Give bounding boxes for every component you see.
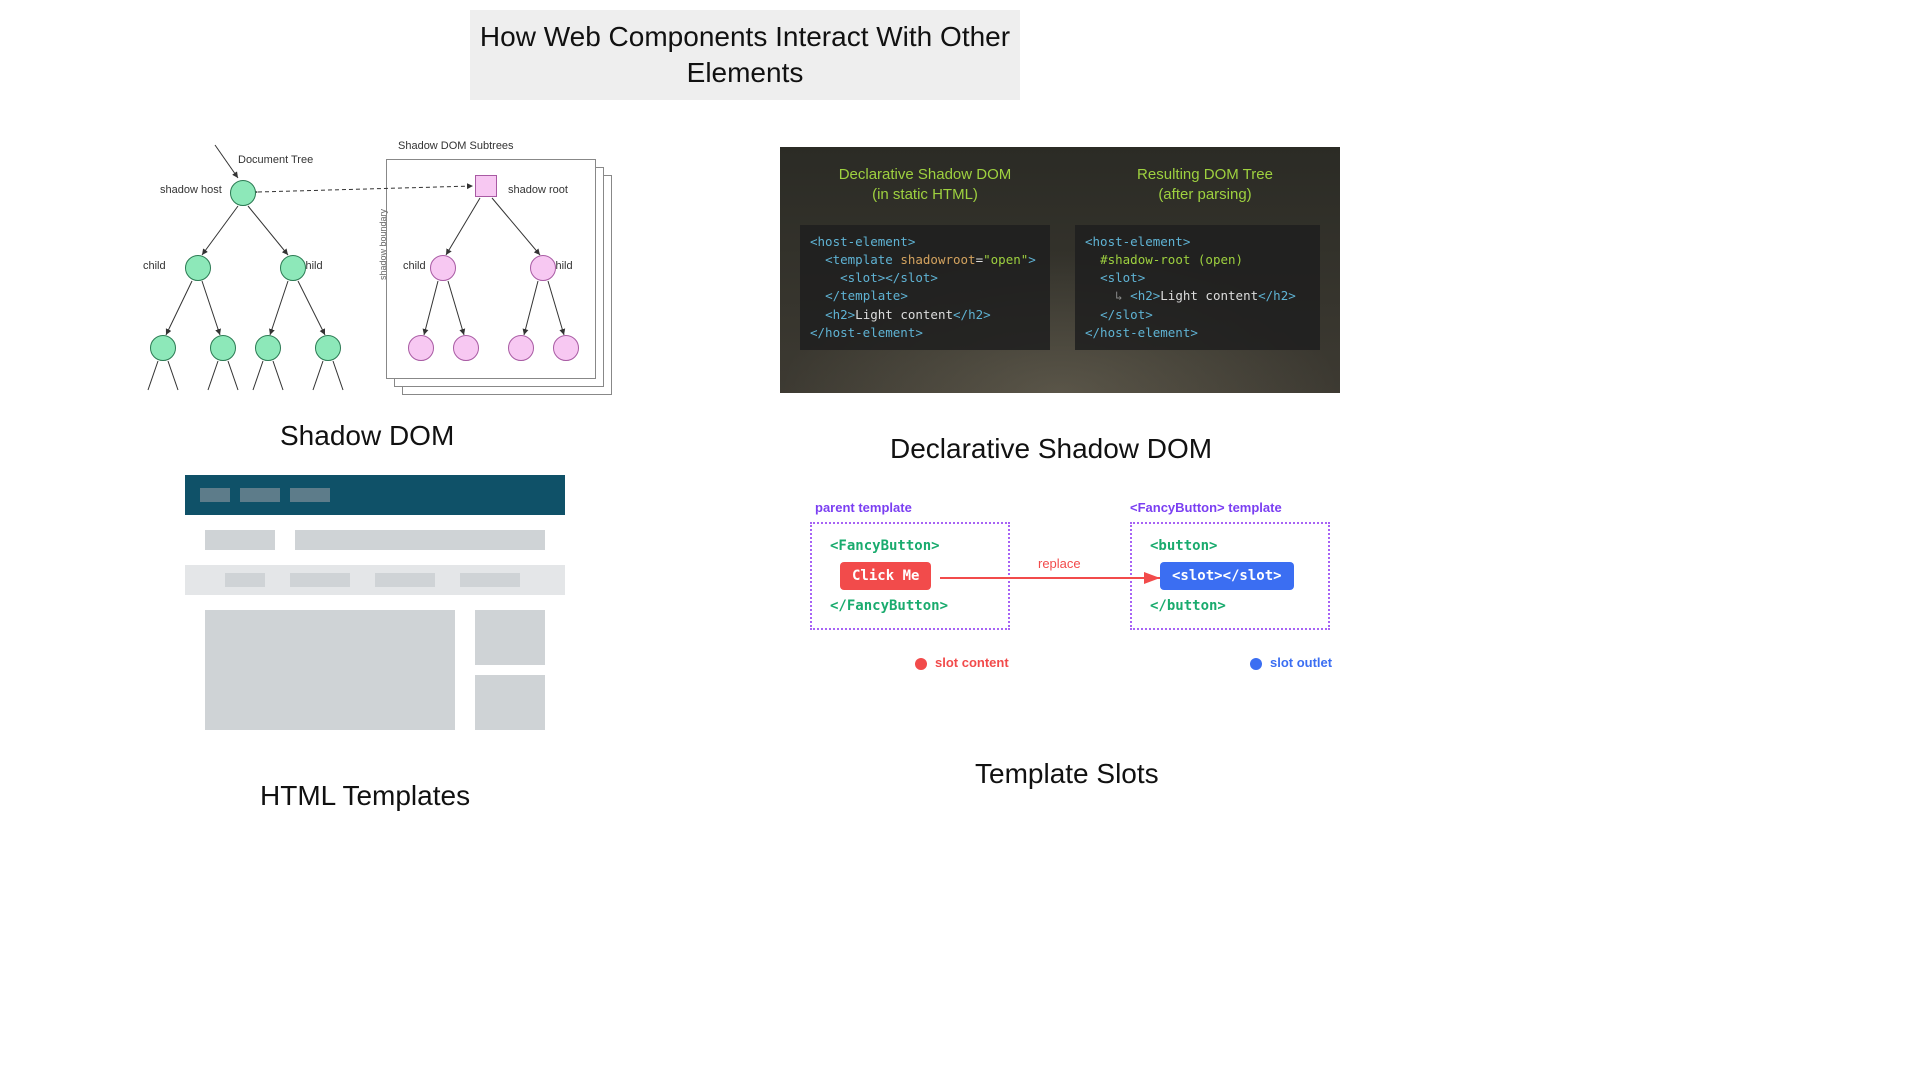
wireframe-block	[475, 610, 545, 665]
legend-slot-outlet: slot outlet	[1250, 655, 1332, 670]
doc-leaf-node	[150, 335, 176, 361]
legend-slot-content: slot content	[915, 655, 1009, 670]
heading-right-l2: (after parsing)	[1158, 186, 1251, 203]
caption-templates: HTML Templates	[260, 780, 470, 812]
legend-outlet-text: slot outlet	[1270, 655, 1332, 670]
caption-shadow-dom: Shadow DOM	[280, 420, 454, 452]
wireframe-nav-item	[240, 488, 280, 502]
legend-dot-red	[915, 658, 927, 670]
doc-leaf-node	[210, 335, 236, 361]
doc-child-node	[280, 255, 306, 281]
shadow-leaf-node	[553, 335, 579, 361]
wireframe-block	[205, 610, 455, 730]
label-replace: replace	[1038, 556, 1081, 571]
wireframe-block	[460, 573, 520, 587]
shadow-child-node	[530, 255, 556, 281]
shadow-dom-diagram: Document Tree Shadow DOM Subtrees shadow…	[130, 140, 620, 410]
wireframe-block	[290, 573, 350, 587]
caption-slots: Template Slots	[975, 758, 1159, 790]
declarative-shadow-dom-figure: Declarative Shadow DOM (in static HTML) …	[780, 147, 1340, 393]
legend-content-text: slot content	[935, 655, 1009, 670]
code-block-left: <host-element> <template shadowroot="ope…	[800, 225, 1050, 350]
wireframe-block	[225, 573, 265, 587]
doc-leaf-node	[255, 335, 281, 361]
wireframe-block	[375, 573, 435, 587]
wireframe-nav-item	[200, 488, 230, 502]
html-templates-wireframe	[185, 475, 565, 745]
doc-child-node	[185, 255, 211, 281]
wireframe-nav-item	[290, 488, 330, 502]
heading-left-l1: Declarative Shadow DOM	[839, 166, 1012, 183]
shadow-child-node	[430, 255, 456, 281]
heading-left-l2: (in static HTML)	[872, 186, 978, 203]
wireframe-block	[475, 675, 545, 730]
doc-leaf-node	[315, 335, 341, 361]
template-slots-diagram: parent template <FancyButton> template <…	[810, 500, 1350, 700]
legend-dot-blue	[1250, 658, 1262, 670]
heading-left: Declarative Shadow DOM (in static HTML)	[810, 165, 1040, 204]
heading-right-l1: Resulting DOM Tree	[1137, 166, 1273, 183]
shadow-leaf-node	[453, 335, 479, 361]
page-title-text: How Web Components Interact With Other E…	[470, 19, 1020, 92]
code-block-right: <host-element> #shadow-root (open) <slot…	[1075, 225, 1320, 350]
caption-declarative: Declarative Shadow DOM	[890, 433, 1212, 465]
page-title: How Web Components Interact With Other E…	[470, 10, 1020, 100]
shadow-leaf-node	[508, 335, 534, 361]
heading-right: Resulting DOM Tree (after parsing)	[1090, 165, 1320, 204]
wireframe-block	[295, 530, 545, 550]
wireframe-block	[205, 530, 275, 550]
shadow-root-node	[475, 175, 497, 197]
replace-arrow	[810, 500, 1350, 700]
shadow-leaf-node	[408, 335, 434, 361]
doc-root-node	[230, 180, 256, 206]
